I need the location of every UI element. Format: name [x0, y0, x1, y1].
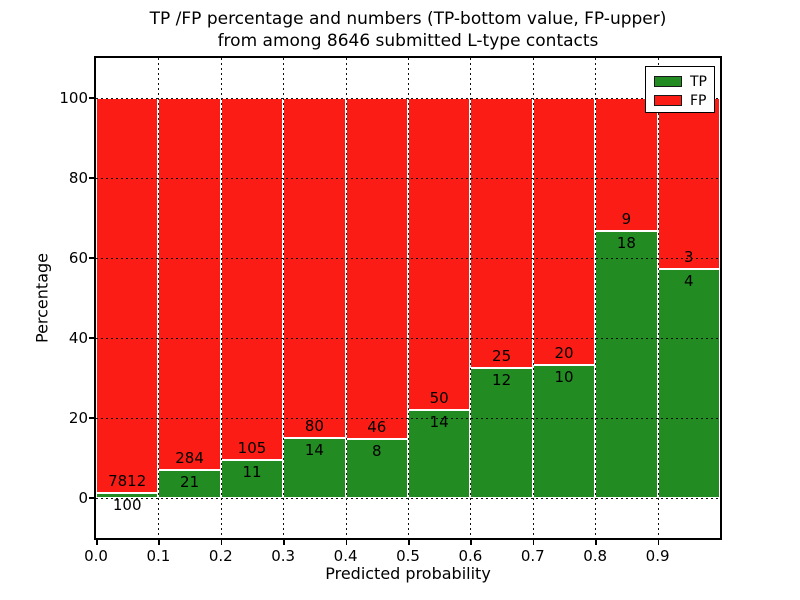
x-tick-label: 0.5 — [396, 547, 420, 565]
tp-count-label: 14 — [429, 413, 449, 432]
y-tick — [89, 417, 94, 419]
bar-segment-fp — [220, 98, 284, 461]
x-tick-label: 0.1 — [146, 547, 171, 565]
x-tick — [532, 540, 535, 545]
fp-count-label: 80 — [304, 417, 324, 436]
x-tick-label: 0.3 — [271, 547, 296, 565]
chart-title: TP /FP percentage and numbers (TP-bottom… — [150, 8, 667, 52]
y-tick-label: 80 — [68, 169, 88, 187]
y-tick — [89, 177, 94, 179]
x-tick-label: 0.9 — [645, 547, 670, 565]
x-tick — [470, 540, 472, 545]
bar-segment-tp — [595, 231, 658, 498]
bar-segment-fp — [345, 98, 408, 439]
bar-segment-tp — [96, 492, 159, 498]
bar-segment-fp — [158, 98, 221, 471]
fp-count-label: 50 — [429, 389, 449, 408]
y-tick — [89, 497, 94, 499]
x-tick-label: 0.7 — [520, 547, 545, 565]
x-tick — [345, 540, 348, 545]
fp-count-label: 284 — [175, 449, 204, 468]
bar-segment-fp — [595, 98, 658, 232]
legend: TP FP — [645, 66, 715, 113]
fp-count-label: 20 — [554, 343, 574, 362]
bar-segment-fp — [283, 98, 346, 439]
tp-count-label: 10 — [554, 367, 574, 386]
y-tick — [89, 257, 94, 259]
legend-swatch-tp — [654, 76, 682, 87]
bar-segment-tp — [532, 364, 596, 498]
tp-count-label: 11 — [242, 463, 262, 482]
x-tick-label: 0.4 — [333, 547, 358, 565]
bar-segment-fp — [408, 98, 471, 411]
y-tick-label: 100 — [59, 89, 88, 107]
bar-segment-tp — [470, 368, 533, 498]
y-tick-label: 60 — [68, 249, 88, 267]
tp-count-label: 12 — [492, 371, 512, 390]
bar-segment-fp — [532, 98, 596, 365]
fp-count-label: 105 — [237, 439, 267, 458]
fp-count-label: 46 — [367, 417, 387, 436]
fp-count-label: 9 — [621, 210, 632, 229]
x-tick — [96, 540, 98, 545]
tp-count-label: 4 — [684, 272, 694, 291]
x-tick — [408, 540, 410, 545]
tp-count-label: 14 — [304, 441, 324, 460]
fp-count-label: 3 — [684, 248, 694, 267]
tp-count-label: 8 — [372, 441, 382, 460]
legend-swatch-fp — [654, 95, 682, 106]
y-tick — [89, 97, 94, 99]
x-tick-label: 0.8 — [583, 547, 608, 565]
bar-segment-fp — [657, 98, 720, 270]
x-tick-label: 0.0 — [84, 547, 108, 565]
bar-segment-tp — [158, 470, 221, 498]
y-tick-label: 40 — [68, 329, 88, 347]
legend-label-tp: TP — [690, 73, 707, 90]
y-tick — [89, 337, 94, 339]
bar-segment-tp — [657, 269, 720, 498]
x-tick-label: 0.2 — [208, 547, 233, 565]
x-axis-label: Predicted probability — [325, 564, 491, 583]
tp-count-label: 21 — [180, 473, 200, 492]
x-tick — [158, 540, 160, 545]
chart-title-line2: from among 8646 submitted L-type contact… — [217, 31, 599, 51]
y-tick-label: 20 — [68, 409, 88, 427]
x-tick — [595, 540, 597, 545]
bar-segment-tp — [283, 438, 346, 498]
tp-count-label: 18 — [616, 234, 636, 253]
legend-item-tp: TP — [646, 72, 714, 91]
x-tick — [220, 540, 223, 545]
fp-count-label: 7812 — [108, 471, 147, 490]
x-tick — [283, 540, 285, 545]
bar-segment-fp — [470, 98, 533, 369]
plot-area: 7812 100 284 21 105 11 80 14 46 8 50 14 25 12 20 10 9 18 3… — [96, 58, 720, 538]
bar-segment-tp — [345, 438, 408, 498]
y-gridline — [96, 498, 720, 499]
tp-count-label: 100 — [112, 495, 142, 514]
legend-item-fp: FP — [646, 91, 714, 110]
fp-count-label: 25 — [492, 347, 512, 366]
bar-segment-fp — [96, 98, 159, 493]
x-tick-label: 0.6 — [458, 547, 483, 565]
x-tick — [657, 540, 660, 545]
legend-label-fp: FP — [690, 92, 707, 109]
chart-title-line1: TP /FP percentage and numbers (TP-bottom… — [149, 9, 667, 29]
y-tick-label: 0 — [78, 489, 88, 507]
